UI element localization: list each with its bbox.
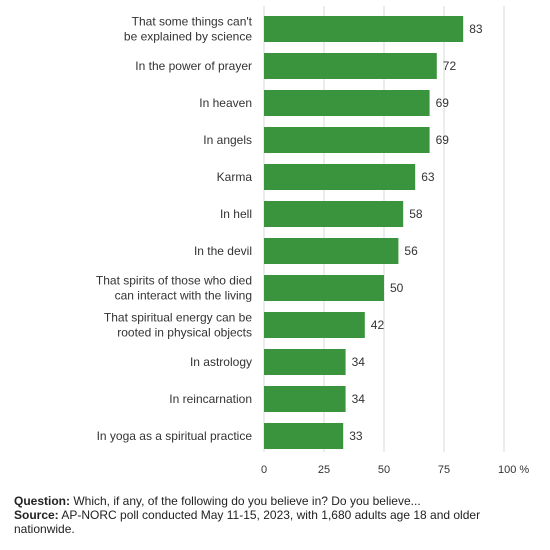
category-label: That spirits of those who died can intera… xyxy=(96,274,252,303)
value-label: 50 xyxy=(390,281,404,295)
category-label: In angels xyxy=(203,133,252,147)
value-labels: 83 72 69 69 63 58 56 50 42 34 34 33 xyxy=(349,22,483,443)
value-label: 63 xyxy=(421,170,435,184)
bars xyxy=(264,16,464,449)
bar xyxy=(264,423,344,449)
x-tick-label: 100 % xyxy=(498,464,529,476)
category-label: In hell xyxy=(220,207,252,221)
category-label: In astrology xyxy=(190,355,252,369)
source-label: Source: xyxy=(14,508,59,522)
bar xyxy=(264,53,437,79)
x-axis-ticks: 0 25 50 75 100 % xyxy=(261,464,529,476)
category-label: In heaven xyxy=(199,96,252,110)
chart-notes: Question: Which, if any, of the followin… xyxy=(14,494,538,536)
question-note: Question: Which, if any, of the followin… xyxy=(14,494,538,508)
question-text: Which, if any, of the following do you b… xyxy=(73,494,421,508)
category-label: In reincarnation xyxy=(169,392,252,406)
question-label: Question: xyxy=(14,494,70,508)
value-label: 83 xyxy=(469,22,483,36)
value-label: 69 xyxy=(436,96,450,110)
value-label: 33 xyxy=(349,429,363,443)
value-label: 58 xyxy=(409,207,423,221)
value-label: 69 xyxy=(436,133,450,147)
x-tick-label: 50 xyxy=(378,464,390,476)
bar xyxy=(264,238,399,264)
category-labels: That some things can't be explained by sc… xyxy=(96,15,253,444)
value-label: 34 xyxy=(352,355,366,369)
bar xyxy=(264,312,365,338)
category-label: Karma xyxy=(217,170,253,184)
x-tick-label: 25 xyxy=(318,464,330,476)
value-label: 34 xyxy=(352,392,366,406)
source-text: AP-NORC poll conducted May 11-15, 2023, … xyxy=(14,508,481,536)
bar xyxy=(264,127,430,153)
category-label: In the power of prayer xyxy=(135,59,252,73)
x-tick-label: 0 xyxy=(261,464,267,476)
bar xyxy=(264,16,464,42)
category-label: That some things can't be explained by sc… xyxy=(124,15,253,44)
bar-chart: That some things can't be explained by sc… xyxy=(96,6,529,476)
source-note: Source: AP-NORC poll conducted May 11-15… xyxy=(14,508,538,536)
category-label: In the devil xyxy=(194,244,252,258)
bar xyxy=(264,349,346,375)
category-label: That spiritual energy can be rooted in ph… xyxy=(104,311,252,340)
grid-lines xyxy=(263,6,505,452)
value-label: 42 xyxy=(371,318,385,332)
value-label: 72 xyxy=(443,59,457,73)
x-tick-label: 75 xyxy=(438,464,450,476)
bar xyxy=(264,164,416,190)
bar xyxy=(264,386,346,412)
value-label: 56 xyxy=(404,244,418,258)
category-label: In yoga as a spiritual practice xyxy=(97,429,253,443)
bar xyxy=(264,201,404,227)
bar xyxy=(264,90,430,116)
bar xyxy=(264,275,384,301)
